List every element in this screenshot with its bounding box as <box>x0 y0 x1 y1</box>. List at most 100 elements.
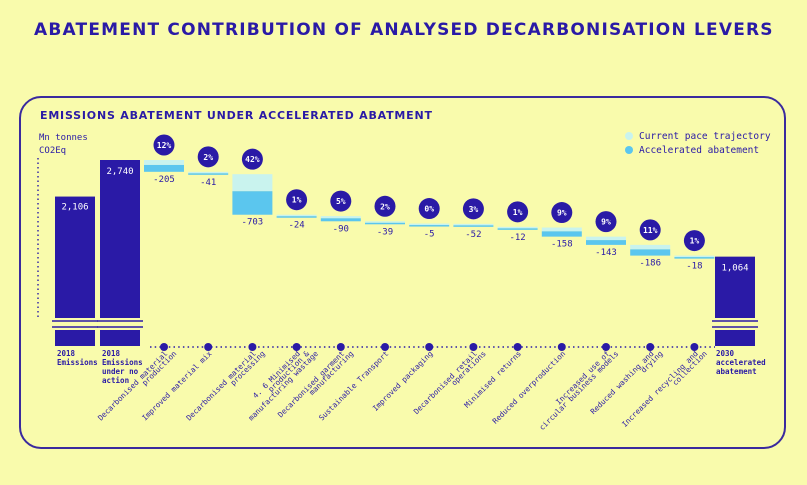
legend-swatch-accelerated <box>625 146 633 154</box>
lever-baseline-dot <box>513 343 522 351</box>
start-bar <box>55 196 95 318</box>
bar-value-label: 2,740 <box>106 167 133 177</box>
lever-value-label: -703 <box>242 218 264 228</box>
lever-bar-current-pace <box>188 171 229 174</box>
lever-bar-current-pace <box>541 227 582 232</box>
legend-item-current: Current pace trajectory <box>625 129 771 143</box>
end-bar-label: abatement <box>716 367 757 376</box>
lever-value-label: -24 <box>288 221 304 231</box>
lever-value-label: -90 <box>333 224 349 234</box>
start-bar-label: Emissions <box>57 358 98 367</box>
lever-bar-current-pace <box>497 226 538 229</box>
lever-percent-badge <box>197 146 219 168</box>
lever-baseline-dot <box>557 343 566 351</box>
lever-bar-current-pace <box>586 236 626 241</box>
lever-percent-label: 3% <box>469 205 479 214</box>
lever-baseline-dot <box>204 343 213 351</box>
lever-bar-accelerated <box>320 218 361 222</box>
lever-bar-current-pace <box>232 174 273 192</box>
lever-bar-accelerated <box>630 249 671 256</box>
lever-percent-badge <box>153 134 175 156</box>
lever-percent-badge <box>241 148 263 170</box>
lever-percent-badge <box>683 230 705 252</box>
lever-percent-label: 11% <box>643 226 658 235</box>
lever-bar-accelerated <box>674 257 715 259</box>
bar-value-label: 1,064 <box>721 264 748 274</box>
bar-value-label: 2,106 <box>61 203 88 213</box>
chart-title: EMISSIONS ABATEMENT UNDER ACCELERATED AB… <box>40 109 433 122</box>
lever-percent-label: 42% <box>245 155 260 164</box>
lever-bar-current-pace <box>409 223 450 226</box>
end-bar <box>715 256 755 318</box>
lever-baseline-dot <box>425 343 434 351</box>
start-bar-label: action <box>102 376 129 385</box>
start-bar <box>100 160 140 318</box>
lever-baseline-dot <box>690 343 699 351</box>
lever-percent-label: 1% <box>513 208 523 217</box>
lever-percent-badge <box>595 211 617 233</box>
start-bar-label: 2018 <box>102 349 121 358</box>
lever-percent-label: 5% <box>336 197 346 206</box>
lever-percent-badge <box>462 198 484 220</box>
lever-percent-badge <box>551 202 573 224</box>
lever-baseline-dot <box>336 343 345 351</box>
chart-panel <box>19 96 786 449</box>
lever-bar-current-pace <box>674 255 715 258</box>
lever-percent-label: 0% <box>424 205 434 214</box>
start-bar-base <box>55 330 95 346</box>
lever-value-label: -143 <box>595 248 617 258</box>
legend-label-current: Current pace trajectory <box>639 130 771 142</box>
lever-baseline-dot <box>160 343 168 351</box>
end-bar-label: accelerated <box>716 358 766 367</box>
lever-baseline-dot <box>469 343 478 351</box>
lever-percent-badge <box>639 219 661 241</box>
lever-value-label: -158 <box>551 240 573 250</box>
lever-bar-current-pace <box>144 160 184 165</box>
lever-percent-label: 1% <box>292 196 302 205</box>
lever-bar-accelerated <box>586 240 626 245</box>
y-axis-unit-line: Mn tonnes <box>39 133 88 143</box>
lever-value-label: -41 <box>200 178 216 188</box>
end-bar-label: 2030 <box>716 349 735 358</box>
lever-percent-badge <box>374 195 396 217</box>
lever-category-label: Increased recycling and <box>620 349 700 429</box>
lever-percent-label: 2% <box>203 153 213 162</box>
lever-percent-label: 9% <box>557 209 567 218</box>
lever-bar-accelerated <box>188 173 229 175</box>
lever-bar-accelerated <box>453 225 494 227</box>
lever-bar-current-pace <box>320 216 361 219</box>
lever-percent-label: 9% <box>601 218 611 227</box>
lever-bar-accelerated <box>497 228 538 230</box>
lever-value-label: -5 <box>424 230 435 240</box>
lever-baseline-dot <box>381 343 389 351</box>
lever-percent-badge <box>507 201 529 223</box>
lever-value-label: -12 <box>509 233 525 243</box>
lever-baseline-dot <box>248 343 257 351</box>
start-bar-label: 2018 <box>57 349 76 358</box>
lever-value-label: -18 <box>686 262 702 272</box>
lever-baseline-dot <box>646 343 655 351</box>
start-bar-label: under no <box>102 367 139 376</box>
lever-value-label: -39 <box>377 227 393 237</box>
lever-baseline-dot <box>292 343 301 351</box>
y-axis-unit-line: CO2Eq <box>39 146 67 156</box>
lever-value-label: -186 <box>639 259 661 269</box>
lever-bar-current-pace <box>365 221 405 223</box>
lever-baseline-dot <box>602 343 610 351</box>
page-title: ABATEMENT CONTRIBUTION OF ANALYSED DECAR… <box>34 20 774 40</box>
lever-bar-current-pace <box>453 223 494 226</box>
lever-percent-badge <box>286 189 308 211</box>
legend-swatch-current <box>625 132 633 140</box>
lever-percent-label: 2% <box>380 202 390 211</box>
lever-bar-accelerated <box>232 191 273 215</box>
lever-bar-current-pace <box>276 214 317 217</box>
lever-value-label: -205 <box>153 175 175 185</box>
lever-bar-accelerated <box>365 222 405 225</box>
lever-percent-label: 12% <box>157 141 172 150</box>
chart-legend: Current pace trajectory Accelerated abat… <box>625 129 771 157</box>
start-bar-base <box>100 330 140 346</box>
lever-value-label: -52 <box>465 230 481 240</box>
start-bar-label: Emissions <box>102 358 143 367</box>
lever-bar-accelerated <box>409 225 450 227</box>
